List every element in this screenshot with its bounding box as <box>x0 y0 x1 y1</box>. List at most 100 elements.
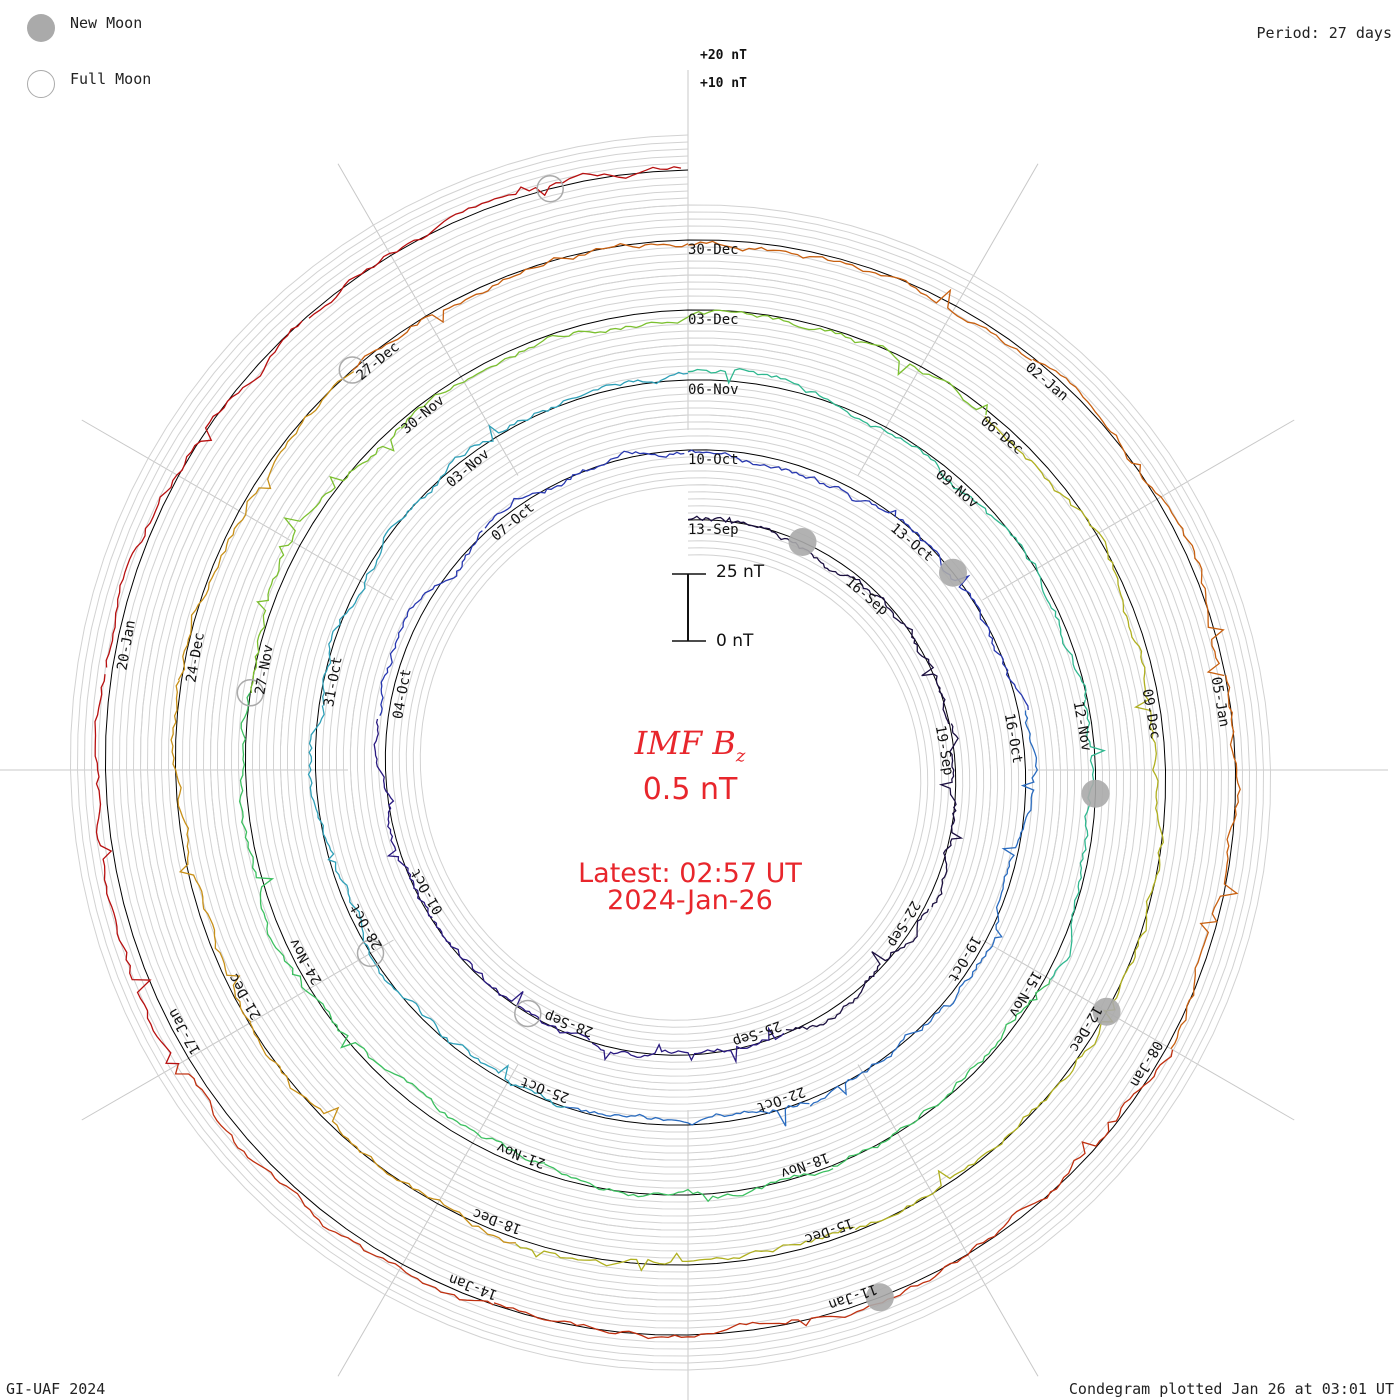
bz-trace-segment <box>1170 675 1241 1050</box>
date-label: 16-Oct <box>1001 712 1026 765</box>
date-label: 30-Dec <box>688 242 739 258</box>
bz-trace-segment <box>174 1064 494 1306</box>
reference-label-20: +20 nT <box>700 48 747 63</box>
bz-trace-segment <box>591 1026 785 1064</box>
full-moon-marker <box>536 174 564 203</box>
bz-trace-segment <box>984 415 1146 690</box>
period-label: Period: 27 days <box>1256 24 1392 42</box>
reference-spiral <box>76 141 1265 1364</box>
date-label: 28-Sep <box>542 1007 595 1039</box>
bz-trace-segment <box>105 320 303 668</box>
reference-spiral <box>97 162 1244 1343</box>
reference-spiral <box>111 176 1230 1329</box>
bz-trace-segment <box>785 908 930 1031</box>
bz-trace-layer <box>94 166 1241 1340</box>
new-moon-marker <box>1092 997 1121 1026</box>
bz-trace-segment <box>308 166 682 319</box>
bz-trace-segment <box>305 990 546 1164</box>
date-label: 03-Nov <box>444 446 493 491</box>
center-title-main: IMF B <box>634 724 736 762</box>
bz-trace-segment <box>368 953 566 1108</box>
full-moon-marker <box>356 939 385 968</box>
date-label: 06-Nov <box>688 382 739 398</box>
bz-trace-segment <box>441 371 689 477</box>
grid-spoke <box>982 419 1295 601</box>
center-latest: Latest: 02:57 UT <box>578 858 802 889</box>
bz-trace-segment <box>515 1226 855 1272</box>
bz-trace-segment <box>238 692 307 992</box>
new-moon-marker <box>865 1283 894 1312</box>
reference-spiral <box>132 197 1209 1308</box>
grid-spoke <box>337 1064 519 1377</box>
bz-trace-segment <box>565 1102 810 1127</box>
full-moon-marker <box>514 999 542 1028</box>
center-value: 0.5 nT <box>642 772 738 807</box>
footer-plotted: Condegram plotted Jan 26 at 03:01 UT <box>1068 1380 1394 1398</box>
date-label: 01-Oct <box>408 865 447 917</box>
bz-trace-segment <box>170 679 252 1023</box>
new-moon-icon <box>27 14 55 42</box>
bz-trace-segment <box>687 240 1033 361</box>
bz-trace-segment <box>177 371 355 681</box>
bz-trace-segment <box>687 515 851 578</box>
date-label: 13-Sep <box>688 522 739 538</box>
date-label: 20-Jan <box>114 619 139 672</box>
bz-trace-segment <box>832 978 1051 1168</box>
bz-trace-segment <box>484 450 685 529</box>
date-label: 04-Oct <box>390 668 415 721</box>
date-label: 14-Jan <box>447 1270 500 1302</box>
bz-trace-segment <box>687 309 988 416</box>
moon-markers-layer <box>236 174 1121 1312</box>
date-label: 24-Dec <box>183 631 208 684</box>
reference-label-10: +10 nT <box>700 76 747 91</box>
new-moon-marker <box>939 558 967 587</box>
date-label: 21-Nov <box>494 1139 547 1171</box>
full-moon-marker <box>338 356 367 384</box>
date-label: 24-Nov <box>286 935 325 987</box>
bz-trace-segment <box>1105 689 1164 1012</box>
bz-trace-segment <box>400 316 689 429</box>
scale-bar <box>672 573 706 642</box>
bz-trace-segment <box>938 470 1087 700</box>
reference-spiral <box>118 183 1223 1322</box>
grid-spoke <box>337 163 519 476</box>
bz-trace-segment <box>881 1049 1174 1304</box>
footer-credit: GI-UAF 2024 <box>6 1380 106 1398</box>
bz-trace-segment <box>854 1009 1114 1231</box>
full-moon-label: Full Moon <box>70 70 152 88</box>
bz-trace-segment <box>433 920 591 1041</box>
date-label: 18-Dec <box>471 1205 524 1237</box>
reference-spiral <box>83 148 1258 1357</box>
bz-trace-segment <box>379 530 483 716</box>
scale-bottom-label: 0 nT <box>716 631 754 651</box>
new-moon-label: New Moon <box>70 14 143 32</box>
bz-trace-segment <box>1032 358 1225 677</box>
zero-spiral <box>104 169 1237 1336</box>
bz-trace-segment <box>687 368 941 471</box>
bz-trace-segment <box>931 723 964 908</box>
date-label: 27-Nov <box>252 643 277 696</box>
grid-spoke <box>81 939 394 1121</box>
date-label: 25-Oct <box>518 1073 571 1105</box>
bz-trace-segment <box>991 710 1039 946</box>
full-moon-marker <box>236 679 265 707</box>
bz-trace-segment <box>544 1163 834 1203</box>
new-moon-marker <box>1081 779 1110 808</box>
center-title: IMF Bz <box>490 724 890 766</box>
bz-trace-segment <box>849 576 950 725</box>
bz-trace-segment <box>352 243 689 371</box>
bz-trace-segment <box>1050 699 1107 980</box>
bz-trace-segment <box>373 718 433 919</box>
bz-trace-segment <box>687 449 897 518</box>
center-title-sub: z <box>735 745 746 767</box>
full-moon-icon <box>27 70 55 98</box>
date-label: 07-Oct <box>489 500 538 545</box>
grid-spoke <box>982 939 1295 1121</box>
reference-spiral <box>69 134 1272 1371</box>
date-label: 21-Dec <box>226 970 265 1022</box>
grid-spoke <box>857 1064 1039 1377</box>
bz-trace-segment <box>322 475 442 706</box>
bz-trace-segment <box>94 674 180 1065</box>
bz-trace-segment <box>250 426 401 694</box>
